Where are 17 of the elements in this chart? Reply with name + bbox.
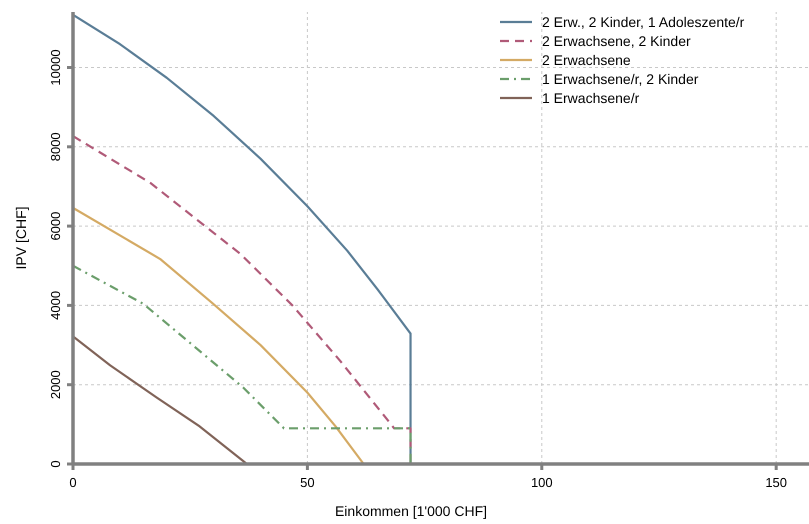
legend-label: 1 Erwachsene/r, 2 Kinder <box>542 71 699 87</box>
y-tick-label: 6000 <box>48 212 63 241</box>
legend-label: 1 Erwachsene/r <box>542 90 640 106</box>
x-tick-label: 100 <box>530 475 553 490</box>
y-axis-title: IPV [CHF] <box>13 206 29 270</box>
y-tick-label: 4000 <box>48 290 63 320</box>
x-tick-label: 50 <box>300 475 315 490</box>
y-tick-label: 2000 <box>48 370 63 400</box>
y-tick-label: 0 <box>48 460 63 468</box>
x-tick-label: 0 <box>69 475 77 490</box>
x-axis-title: Einkommen [1'000 CHF] <box>334 503 488 519</box>
y-tick-label: 10000 <box>48 49 63 86</box>
legend-label: 2 Erwachsene <box>542 52 631 68</box>
legend-label: 2 Erw., 2 Kinder, 1 Adoleszente/r <box>542 14 745 30</box>
y-tick-label: 8000 <box>48 132 63 162</box>
x-tick-label: 150 <box>765 475 788 490</box>
legend-label: 2 Erwachsene, 2 Kinder <box>542 33 691 49</box>
